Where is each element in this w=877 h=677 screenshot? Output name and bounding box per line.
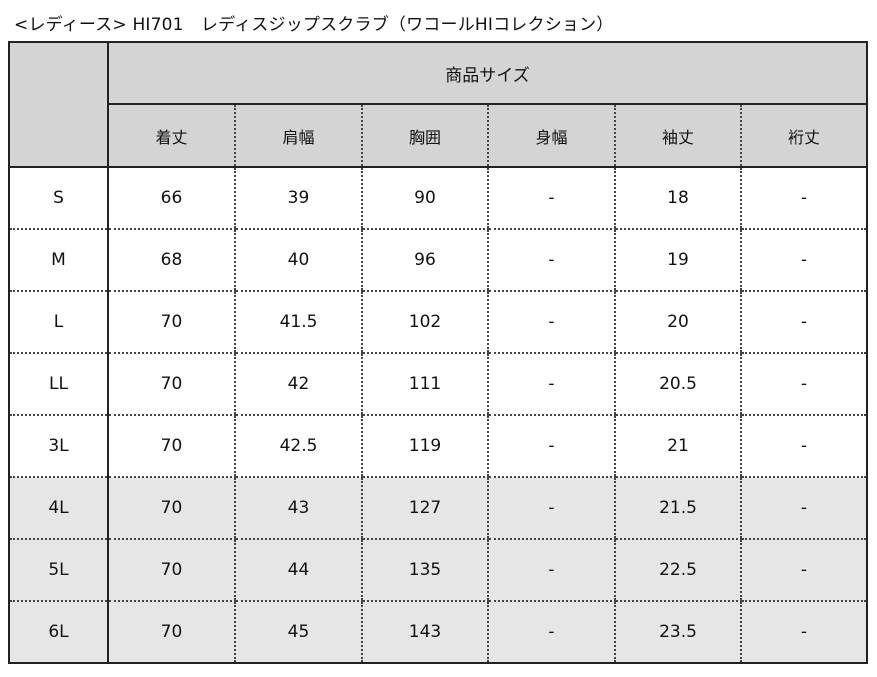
page-title: <レディース> HI701 レディスジップスクラブ（ワコールHIコレクション） bbox=[14, 15, 614, 35]
value-cell: 18 bbox=[614, 167, 741, 230]
column-header: 肩幅 bbox=[234, 104, 362, 168]
table-row: LL 70 42 111-20.5- bbox=[9, 353, 867, 416]
value-cell: 40 bbox=[234, 229, 362, 292]
value-cell: - bbox=[740, 291, 867, 354]
value-cell: 23.5 bbox=[614, 601, 741, 663]
table-row: 5L 70 44 135-22.5- bbox=[9, 539, 867, 602]
value-cell: 90 bbox=[361, 167, 488, 230]
value-cell: 70 bbox=[107, 415, 235, 478]
value-cell: 127 bbox=[361, 477, 488, 540]
size-cell: M bbox=[9, 229, 109, 292]
value-cell: 143 bbox=[361, 601, 488, 663]
group-header: 商品サイズ bbox=[108, 42, 867, 105]
column-header: 着丈 bbox=[108, 104, 235, 168]
size-cell: 3L bbox=[9, 415, 109, 478]
value-cell: 22.5 bbox=[614, 539, 741, 602]
value-cell: 44 bbox=[234, 539, 362, 602]
table-row: 4L 70 43 127-21.5- bbox=[9, 477, 867, 540]
value-cell: - bbox=[487, 601, 615, 663]
table-row: 3L 70 42.5 119-21- bbox=[9, 415, 867, 478]
size-cell: S bbox=[9, 167, 109, 230]
column-header: 裄丈 bbox=[740, 104, 867, 168]
value-cell: 20 bbox=[614, 291, 741, 354]
value-cell: 42 bbox=[234, 353, 362, 416]
value-cell: - bbox=[740, 477, 867, 540]
size-cell: L bbox=[9, 291, 109, 354]
value-cell: 96 bbox=[361, 229, 488, 292]
value-cell: 70 bbox=[107, 291, 235, 354]
value-cell: 21.5 bbox=[614, 477, 741, 540]
value-cell: - bbox=[487, 477, 615, 540]
corner-cell bbox=[9, 42, 109, 168]
value-cell: - bbox=[740, 601, 867, 663]
value-cell: 19 bbox=[614, 229, 741, 292]
value-cell: 68 bbox=[107, 229, 235, 292]
value-cell: 43 bbox=[234, 477, 362, 540]
value-cell: 119 bbox=[361, 415, 488, 478]
value-cell: - bbox=[487, 229, 615, 292]
value-cell: 21 bbox=[614, 415, 741, 478]
value-cell: - bbox=[740, 229, 867, 292]
size-cell: 6L bbox=[9, 601, 109, 663]
column-header: 袖丈 bbox=[614, 104, 741, 168]
value-cell: 42.5 bbox=[234, 415, 362, 478]
value-cell: 102 bbox=[361, 291, 488, 354]
table-row: M 68 40 96-19- bbox=[9, 229, 867, 292]
value-cell: - bbox=[740, 539, 867, 602]
value-cell: - bbox=[487, 353, 615, 416]
size-cell: 4L bbox=[9, 477, 109, 540]
table-row: L 70 41.5 102-20- bbox=[9, 291, 867, 354]
column-header: 胸囲 bbox=[361, 104, 488, 168]
size-cell: LL bbox=[9, 353, 109, 416]
value-cell: 41.5 bbox=[234, 291, 362, 354]
value-cell: 70 bbox=[107, 539, 235, 602]
value-cell: - bbox=[740, 353, 867, 416]
header-row-columns: 着丈 肩幅 胸囲 身幅 袖丈 裄丈 bbox=[9, 104, 867, 168]
table-row: S 66 39 90-18- bbox=[9, 167, 867, 230]
value-cell: - bbox=[487, 539, 615, 602]
value-cell: - bbox=[487, 415, 615, 478]
value-cell: 70 bbox=[107, 353, 235, 416]
column-header: 身幅 bbox=[487, 104, 615, 168]
size-table: 商品サイズ 着丈 肩幅 胸囲 身幅 袖丈 裄丈 S 66 39 90-18- M 68 40 96-19… bbox=[8, 41, 868, 664]
value-cell: 66 bbox=[107, 167, 235, 230]
value-cell: 70 bbox=[107, 601, 235, 663]
table-row: 6L 70 45 143-23.5- bbox=[9, 601, 867, 663]
value-cell: 70 bbox=[107, 477, 235, 540]
value-cell: 20.5 bbox=[614, 353, 741, 416]
value-cell: - bbox=[487, 291, 615, 354]
value-cell: - bbox=[740, 415, 867, 478]
value-cell: - bbox=[740, 167, 867, 230]
value-cell: 39 bbox=[234, 167, 362, 230]
value-cell: - bbox=[487, 167, 615, 230]
size-cell: 5L bbox=[9, 539, 109, 602]
value-cell: 111 bbox=[361, 353, 488, 416]
value-cell: 135 bbox=[361, 539, 488, 602]
header-row-group: 商品サイズ bbox=[9, 42, 867, 168]
value-cell: 45 bbox=[234, 601, 362, 663]
